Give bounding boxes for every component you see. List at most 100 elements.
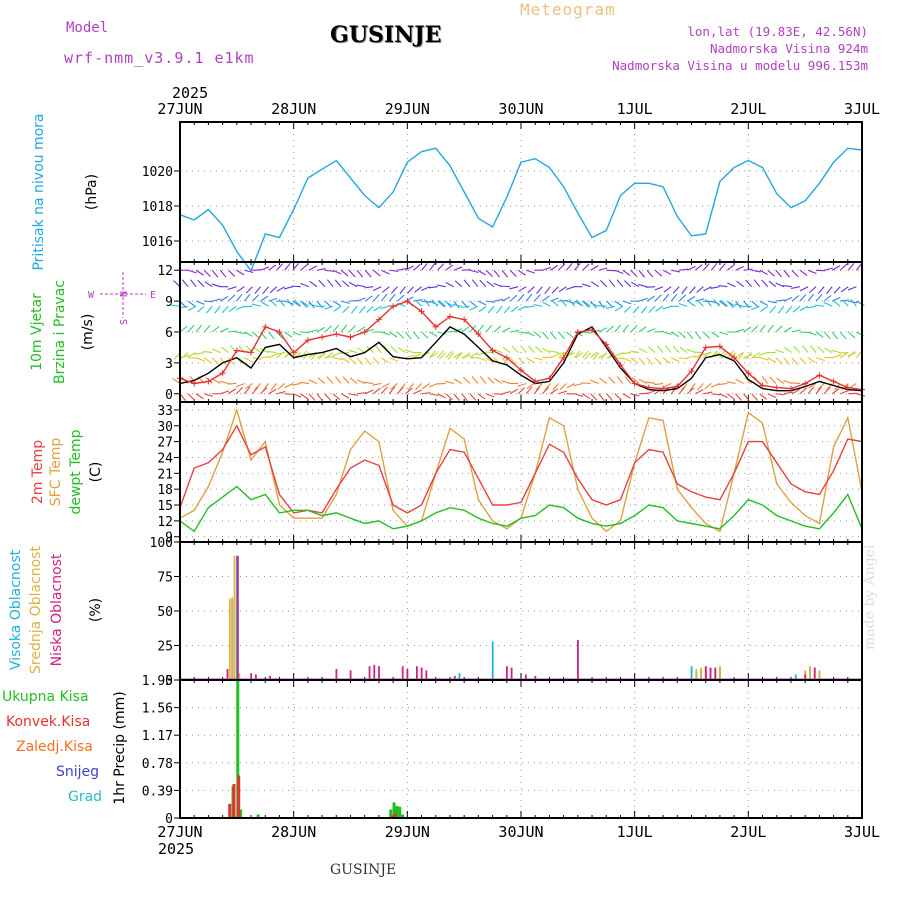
wind-arrow	[229, 345, 237, 353]
wind-arrow	[850, 298, 857, 307]
model-name: wrf-nmm_v3.9.1 e1km	[64, 49, 255, 67]
wind-arrow	[662, 331, 672, 335]
wind-arrow	[783, 357, 791, 366]
wind-arrow	[413, 352, 422, 359]
wind-arrow	[405, 387, 413, 395]
precip-legend-item: Zaledj.Kisa	[16, 739, 93, 755]
wind-arrow	[638, 392, 648, 395]
wind-arrow	[219, 357, 227, 366]
wind-arrow	[195, 352, 205, 355]
wind-gust-marker	[390, 303, 397, 310]
wind-arrow	[388, 293, 396, 302]
wind-arrow	[300, 393, 309, 400]
wind-arrow	[638, 326, 647, 333]
wind-arrow	[302, 352, 310, 360]
wind-arrow	[817, 286, 825, 294]
wind-arrow	[743, 326, 752, 333]
cloud-bar	[704, 666, 707, 680]
wind-arrow	[254, 286, 261, 295]
wind-arrow	[544, 383, 551, 391]
x-tick-label-bottom: 3JUL	[844, 823, 880, 841]
wind-arrow	[833, 286, 841, 294]
wind-arrow	[366, 305, 374, 313]
y-tick-label: 1.56	[142, 702, 173, 717]
wind-arrow	[743, 393, 750, 402]
y-tick-label: 12	[157, 264, 173, 279]
wind-arrow	[252, 269, 262, 271]
wind-arrow	[629, 350, 640, 354]
precip-bar	[237, 775, 241, 818]
wind-arrow	[533, 331, 542, 339]
wind-arrow	[381, 331, 391, 336]
wind-arrow	[662, 293, 670, 302]
wind-arrow	[501, 327, 511, 333]
wind-gust-marker	[574, 329, 581, 335]
wind-arrow	[276, 390, 286, 395]
wind-arrow	[630, 325, 638, 333]
wind-arrow	[582, 331, 592, 334]
wind-arrow	[807, 386, 815, 395]
wind-arrow	[275, 352, 285, 355]
cloud-bar	[818, 670, 821, 680]
wind-gust-marker	[304, 337, 311, 344]
wind-arrow	[614, 352, 624, 357]
wind-arrow	[759, 393, 768, 400]
panel-frame	[179, 679, 863, 819]
wind-arrow	[558, 286, 567, 293]
compass-south: S	[119, 319, 130, 325]
wind-arrow	[444, 380, 454, 385]
wind-arrow	[356, 284, 366, 288]
elevation-text: Nadmorska Visina 924m	[709, 41, 868, 56]
wind-arrow	[335, 376, 342, 384]
wind-arrow	[807, 293, 815, 302]
wind-arrow	[534, 357, 544, 361]
wind-arrow	[445, 264, 454, 271]
precip-bar	[398, 806, 402, 818]
wind-arrow	[227, 357, 235, 365]
wind-gust-marker	[290, 349, 297, 356]
wind-arrow	[608, 279, 616, 288]
wind-arrow	[527, 345, 535, 353]
wind-arrow	[318, 352, 326, 360]
wind-arrow	[243, 386, 251, 395]
wind-arrow	[396, 302, 406, 307]
wind-arrow	[455, 352, 463, 360]
wind-arrow	[437, 350, 444, 359]
wind-arrow	[308, 265, 318, 271]
wind-gust-marker	[702, 344, 709, 351]
wind-arrow	[487, 376, 495, 384]
wind-arrow	[381, 382, 390, 389]
wind-arrow	[823, 386, 831, 395]
wind-arrow	[743, 268, 753, 271]
wind-arrow	[212, 298, 222, 302]
wind-arrow	[550, 264, 559, 271]
precip-bar	[236, 680, 240, 818]
wind-arrow	[332, 352, 342, 357]
dewpt-temp-line	[179, 485, 863, 533]
wind-arrow	[775, 325, 783, 333]
wind-arrow	[720, 352, 728, 360]
wind-arrow	[453, 378, 463, 384]
coords-text: lon,lat (19.83E, 42.56N)	[687, 24, 868, 39]
wind-arrow	[357, 392, 367, 395]
wind-arrow	[566, 262, 573, 271]
wind-gust-marker	[787, 385, 794, 392]
wind-arrow	[445, 350, 453, 359]
wind-arrow	[469, 352, 479, 358]
station-title: GUSINJE	[330, 22, 442, 48]
wind-arrow	[583, 300, 591, 307]
y-tick-label: 0	[165, 812, 173, 827]
wind-arrow	[622, 269, 631, 277]
wind-arrow	[574, 350, 581, 359]
cloud-bar	[236, 555, 239, 680]
wind-arrow	[695, 298, 705, 302]
wind-arrow	[662, 305, 672, 310]
wind-arrow	[542, 301, 551, 307]
wind-arrow	[438, 299, 447, 307]
wind-gust-marker	[802, 380, 809, 387]
wind-arrow	[414, 383, 422, 391]
cloud-bar	[577, 639, 579, 680]
wind-arrow	[260, 387, 268, 395]
precip-bar	[390, 815, 394, 818]
wind-arrow	[429, 350, 436, 359]
